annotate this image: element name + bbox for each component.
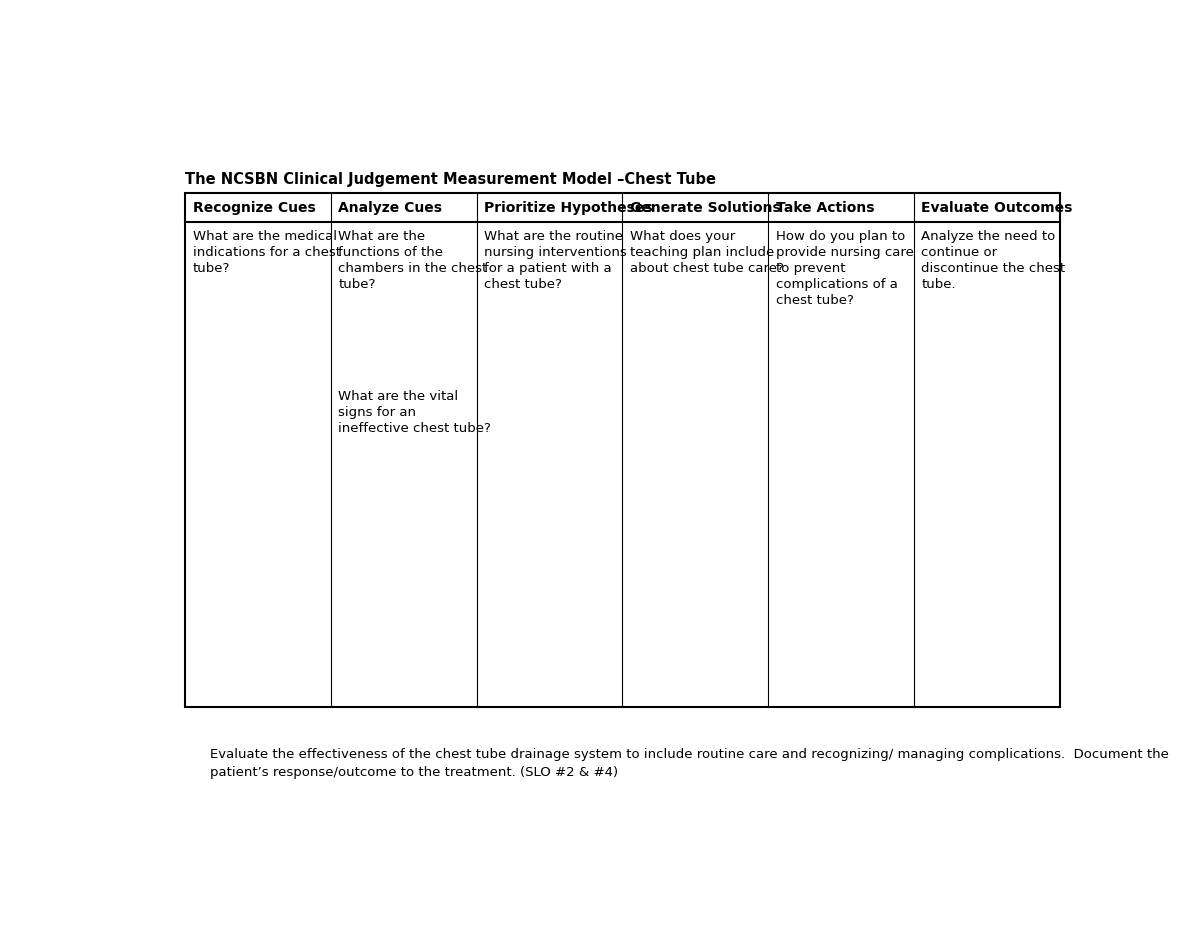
Text: The NCSBN Clinical Judgement Measurement Model –Chest Tube: The NCSBN Clinical Judgement Measurement… <box>185 171 716 187</box>
Text: How do you plan to
provide nursing care
to prevent
complications of a
chest tube: How do you plan to provide nursing care … <box>775 231 913 308</box>
Text: What are the medical
indications for a chest
tube?: What are the medical indications for a c… <box>193 231 341 275</box>
Text: Evaluate the effectiveness of the chest tube drainage system to include routine : Evaluate the effectiveness of the chest … <box>210 748 1169 779</box>
Text: What are the
functions of the
chambers in the chest
tube?






What are the vit: What are the functions of the chambers i… <box>338 231 491 436</box>
Text: Analyze the need to
continue or
discontinue the chest
tube.: Analyze the need to continue or disconti… <box>922 231 1066 291</box>
Text: Analyze Cues: Analyze Cues <box>338 200 443 215</box>
Text: Take Actions: Take Actions <box>775 200 874 215</box>
Text: Prioritize Hypotheses: Prioritize Hypotheses <box>484 200 653 215</box>
Text: What does your
teaching plan include
about chest tube care?: What does your teaching plan include abo… <box>630 231 784 275</box>
Text: Recognize Cues: Recognize Cues <box>193 200 316 215</box>
Text: What are the routine
nursing interventions
for a patient with a
chest tube?: What are the routine nursing interventio… <box>484 231 626 291</box>
Text: Evaluate Outcomes: Evaluate Outcomes <box>922 200 1073 215</box>
Text: Generate Solutions: Generate Solutions <box>630 200 781 215</box>
